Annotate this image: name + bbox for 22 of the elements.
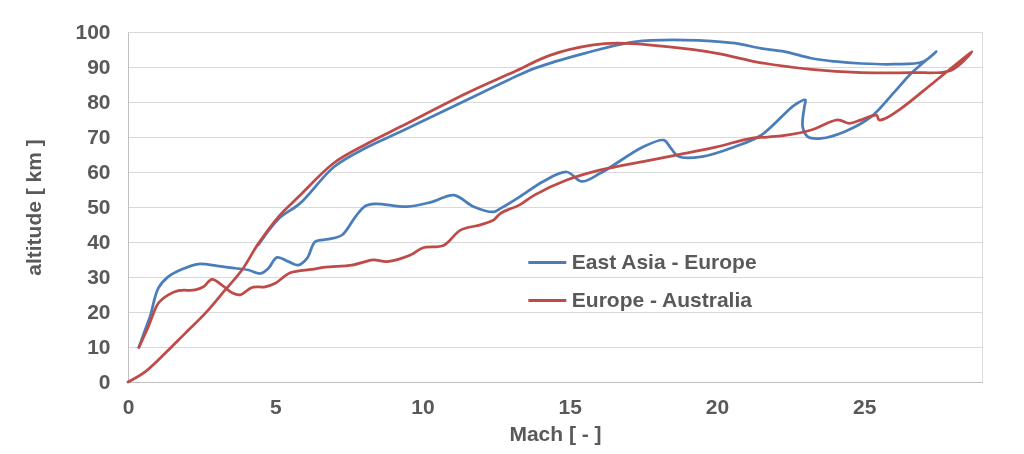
y-tick-label: 80	[87, 89, 111, 113]
x-tick-label: 20	[705, 394, 730, 418]
y-axis-title: altitude [ km ]	[22, 139, 46, 276]
y-tick-label: 90	[87, 54, 111, 78]
legend-label: Europe - Australia	[571, 287, 753, 311]
y-tick-label: 10	[87, 334, 111, 358]
y-tick-label: 60	[87, 159, 111, 183]
line-series	[126, 41, 974, 384]
x-tick-label: 15	[558, 394, 583, 418]
y-tick-label: 40	[87, 229, 111, 253]
x-tick-label: 10	[411, 394, 435, 418]
y-tick-label: 100	[75, 19, 111, 43]
y-tick-label: 20	[87, 299, 111, 323]
legend-label: East Asia - Europe	[571, 249, 757, 273]
y-tick-label: 30	[87, 264, 111, 288]
y-tick-label: 0	[98, 369, 111, 393]
x-axis-title: Mach [ - ]	[509, 421, 602, 445]
y-tick-label: 50	[87, 194, 111, 218]
x-tick-label: 5	[269, 394, 282, 418]
y-tick-label: 70	[87, 124, 111, 148]
x-tick-label: 25	[853, 394, 877, 418]
x-tick-label: 0	[122, 394, 135, 418]
